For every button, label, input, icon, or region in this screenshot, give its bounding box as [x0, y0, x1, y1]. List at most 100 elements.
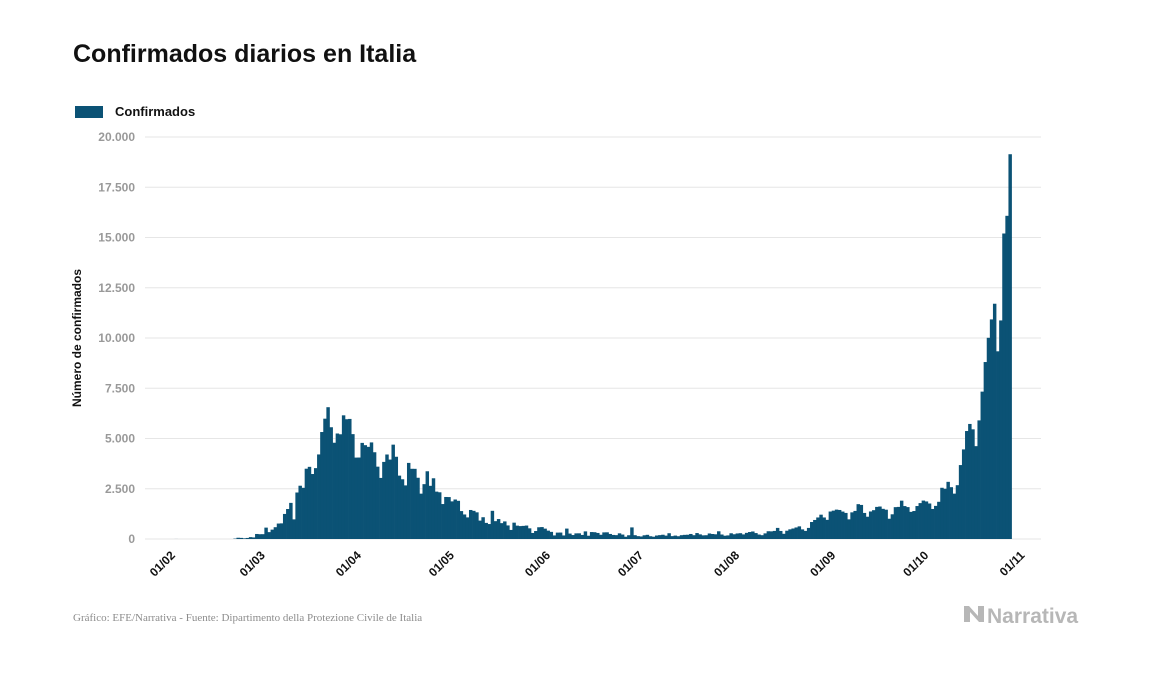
bar [881, 508, 885, 539]
bar [996, 351, 1000, 539]
bar [586, 535, 591, 539]
bar [689, 533, 693, 539]
bar [667, 533, 671, 539]
bars-series-confirmados [174, 154, 1012, 539]
bar [338, 434, 343, 539]
bar [651, 536, 656, 539]
bar [726, 535, 730, 539]
bar [918, 503, 922, 539]
bar [664, 535, 668, 539]
gridlines [145, 136, 1041, 540]
bar [447, 497, 451, 539]
bar [676, 536, 681, 539]
y-tick-label: 15.000 [98, 231, 135, 245]
bar [723, 535, 727, 539]
bar [406, 462, 411, 539]
bar [754, 533, 758, 539]
bar [499, 523, 504, 539]
x-tick-label: 01/05 [426, 548, 457, 579]
bar [602, 532, 606, 539]
y-axis-label: Número de confirmados [70, 269, 84, 407]
bar [614, 535, 619, 539]
bar [251, 537, 256, 539]
bar [375, 466, 380, 539]
bar [934, 505, 938, 539]
y-tick-label: 17.500 [98, 180, 135, 194]
bar [503, 521, 507, 539]
source-footer: Gráfico: EFE/Narrativa - Fuente: Diparti… [73, 612, 423, 624]
bar [589, 532, 594, 539]
bar [791, 528, 795, 539]
bar [630, 527, 634, 539]
bar [543, 528, 547, 539]
bar [952, 493, 957, 539]
bar [431, 478, 436, 539]
bar [624, 536, 628, 539]
bar [865, 516, 870, 539]
bar [748, 532, 752, 539]
bar [701, 535, 705, 539]
bar [444, 496, 448, 539]
bar [878, 506, 882, 539]
x-tick-label: 01/06 [522, 548, 553, 579]
bar [757, 534, 761, 539]
bar [732, 534, 736, 539]
bar [658, 535, 662, 539]
bar [366, 446, 371, 539]
bar [937, 501, 941, 539]
bar [583, 531, 588, 539]
bar [403, 485, 408, 539]
legend-label: Confirmados [115, 104, 196, 119]
bar [552, 535, 557, 539]
bar [400, 479, 405, 539]
bar [267, 532, 271, 539]
bar [710, 533, 715, 539]
bar [903, 506, 907, 539]
bar [363, 445, 368, 539]
bar [943, 488, 947, 539]
bar [596, 532, 600, 539]
bar [298, 485, 302, 539]
bar [468, 509, 473, 539]
bar [307, 466, 312, 539]
bar [875, 506, 879, 539]
bar [965, 431, 969, 539]
bar [720, 534, 724, 539]
bar [785, 530, 789, 539]
bar [912, 511, 916, 539]
bar [850, 512, 854, 539]
bar [493, 521, 498, 539]
bar [360, 442, 364, 539]
bar [413, 468, 417, 539]
bar [242, 538, 247, 539]
bar [351, 434, 355, 539]
bar [940, 487, 944, 539]
bar [524, 525, 529, 539]
bar [794, 527, 798, 539]
bar [261, 534, 265, 539]
bar [856, 504, 860, 539]
bar [909, 511, 913, 539]
bar [530, 532, 535, 539]
bar [611, 534, 616, 539]
bar [484, 522, 488, 539]
bar [506, 525, 510, 539]
bar [782, 533, 786, 539]
bar [599, 534, 603, 539]
bar [481, 517, 485, 539]
bar [788, 529, 792, 539]
bar [816, 517, 820, 539]
y-tick-label: 12.500 [98, 281, 135, 295]
bar [540, 527, 544, 539]
bar [617, 533, 622, 539]
bar [465, 517, 470, 539]
bar [679, 535, 684, 539]
bar [853, 510, 857, 539]
bar [655, 535, 659, 539]
bar [887, 518, 891, 539]
bar [924, 501, 929, 539]
bar [236, 537, 240, 539]
x-tick-label: 01/07 [615, 548, 646, 579]
bar [434, 491, 439, 539]
